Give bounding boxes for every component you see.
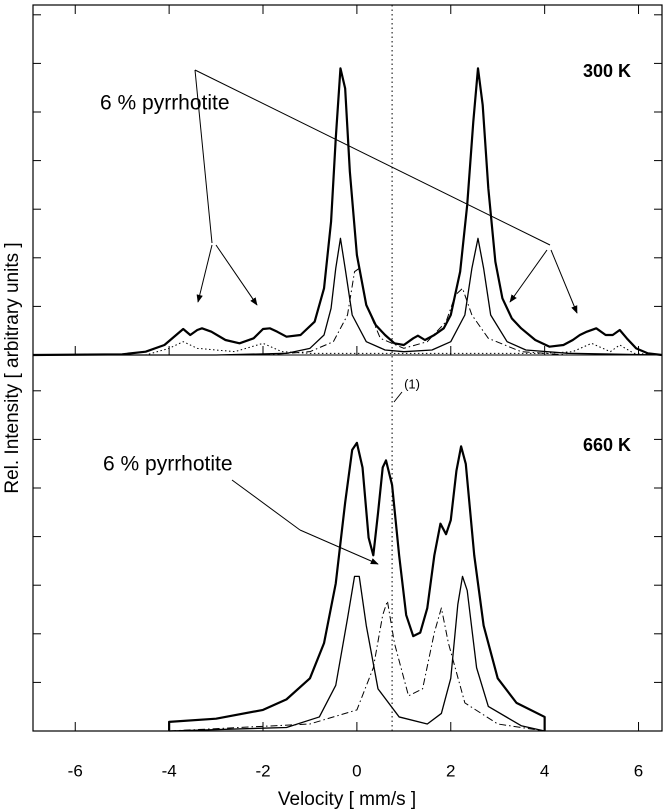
y-axis-label: Rel. Intensity [ arbitrary units ] xyxy=(2,242,23,493)
x-tick-label: -6 xyxy=(68,761,83,780)
temperature-label: 660 K xyxy=(583,435,631,455)
x-tick-label: 2 xyxy=(446,761,455,780)
annotation: 6 % pyrrhotite xyxy=(103,453,233,476)
x-tick-label: 0 xyxy=(352,761,361,780)
spectrum-line xyxy=(169,575,545,732)
plot-frame xyxy=(32,4,663,732)
spectrum-line xyxy=(168,441,546,731)
x-tick-label: -2 xyxy=(255,761,270,780)
x-tick-label: 4 xyxy=(540,761,549,780)
annotation-lines xyxy=(194,69,578,565)
spectrum-line xyxy=(32,67,663,357)
annotation: 6 % pyrrhotite xyxy=(100,92,230,115)
x-tick-label: 6 xyxy=(634,761,643,780)
spectrum-line xyxy=(169,600,545,732)
x-tick-label: -4 xyxy=(162,761,177,780)
spectrum-line xyxy=(33,237,663,356)
x-axis-label: Velocity [ mm/s ] xyxy=(278,789,416,810)
spectrum-line xyxy=(33,341,663,356)
temperature-label: 300 K xyxy=(583,61,631,81)
reference-label: (1) xyxy=(404,376,420,391)
spectrum-line xyxy=(262,267,569,356)
